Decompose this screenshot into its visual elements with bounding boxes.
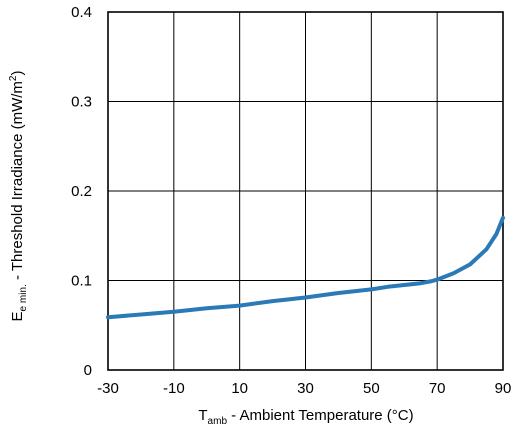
- x-tick-labels: -30 -10 10 30 50 70 90: [97, 380, 511, 397]
- y-tick-label: 0.1: [71, 273, 92, 290]
- y-axis-label: Ee min. - Threshold Irradiance (mW/m2): [8, 71, 29, 322]
- x-tick-label: 70: [429, 380, 446, 397]
- x-tick-label: -30: [97, 380, 119, 397]
- y-tick-labels: 0 0.1 0.2 0.3 0.4: [71, 4, 92, 379]
- x-tick-label: 30: [297, 380, 314, 397]
- y-tick-label: 0.2: [71, 183, 92, 200]
- y-tick-label: 0.3: [71, 94, 92, 111]
- y-tick-label: 0: [84, 362, 92, 379]
- x-tick-label: 10: [231, 380, 248, 397]
- x-tick-label: -10: [163, 380, 185, 397]
- plot-area: [106, 215, 505, 320]
- x-axis-label: Tamb - Ambient Temperature (°C): [198, 407, 413, 427]
- x-tick-label: 50: [363, 380, 380, 397]
- y-tick-label: 0.4: [71, 4, 92, 21]
- series-line: [106, 215, 505, 320]
- x-tick-label: 90: [495, 380, 512, 397]
- plot-frame: [107, 11, 504, 371]
- grid: [107, 11, 504, 371]
